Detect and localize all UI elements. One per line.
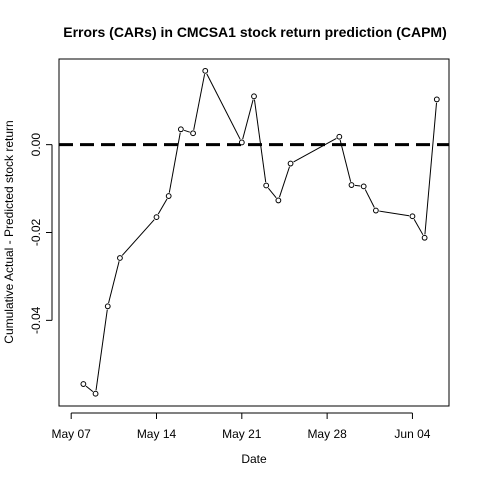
series-line-segment [193, 74, 206, 130]
data-point [202, 67, 209, 74]
series-line-segment [267, 187, 277, 199]
x-axis: May 07 May 14 May 21 May 28 Jun 04 [52, 412, 431, 441]
x-tick-label: May 14 [137, 427, 177, 441]
series-line-segment [253, 99, 267, 183]
data-point [80, 381, 87, 387]
data-point [421, 234, 428, 241]
data-point [348, 182, 355, 188]
series-line-segment [424, 102, 438, 235]
data-point [190, 130, 196, 137]
data-point [251, 93, 257, 100]
series-line-segment [354, 184, 361, 187]
data-point [177, 126, 184, 133]
y-axis-label: Cumulative Actual - Predicted stock retu… [2, 120, 16, 343]
y-tick-label: 0.00 [29, 133, 43, 157]
series-line-segment [364, 189, 375, 208]
data-point [238, 139, 245, 146]
x-tick-label: May 21 [222, 427, 262, 441]
data-point [360, 183, 367, 190]
series-line-segment [121, 219, 155, 256]
data-point [372, 207, 379, 214]
data-point [104, 303, 111, 310]
series-line-segment [168, 132, 181, 193]
data-point [153, 214, 160, 221]
series-line-segment [413, 218, 424, 236]
data-point [287, 160, 294, 167]
data-point [165, 193, 172, 199]
series-line-segment [339, 139, 352, 182]
chart-title: Errors (CARs) in CMCSA1 stock return pre… [63, 24, 446, 40]
data-point [263, 182, 270, 189]
data-point [433, 96, 440, 103]
data-point [275, 197, 282, 204]
x-tick-label: May 28 [307, 427, 347, 441]
series-line-segment [108, 261, 120, 304]
y-tick-label: -0.04 [29, 306, 43, 334]
series-line-segment [157, 198, 168, 215]
series-line-segment [206, 73, 241, 140]
series-line-segment [278, 166, 290, 198]
x-tick-label: Jun 04 [394, 427, 430, 441]
data-point [117, 255, 123, 261]
series-line-segment [183, 129, 190, 133]
data-point [336, 133, 343, 140]
data-point [92, 390, 99, 397]
series-line-segment [95, 309, 108, 391]
series-line-segment [85, 385, 94, 392]
series-line-segment [379, 210, 410, 217]
data-point [409, 213, 416, 220]
plot-frame [58, 58, 450, 407]
x-tick-label: May 07 [52, 427, 92, 441]
x-axis-label: Date [241, 452, 267, 466]
plot-area [59, 67, 449, 397]
series-line-segment [293, 137, 337, 163]
y-tick-label: -0.02 [29, 219, 43, 247]
y-axis: 0.00 -0.02 -0.04 [29, 133, 53, 334]
series-line-segment [242, 99, 254, 140]
